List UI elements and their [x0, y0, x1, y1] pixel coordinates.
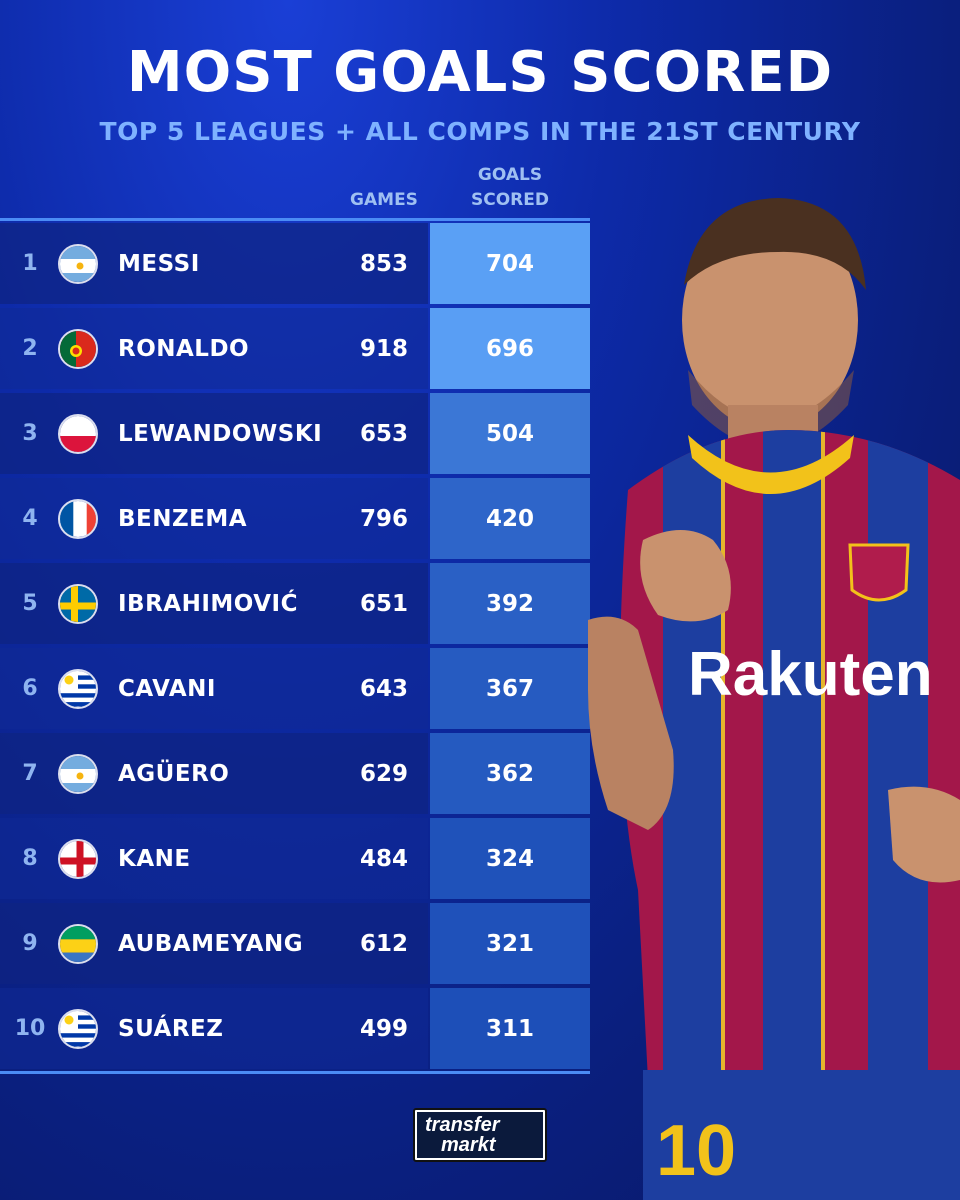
goals-value: 321 [430, 903, 590, 984]
table-row: 4 BENZEMA 796 420 [0, 476, 590, 561]
rank-number: 3 [22, 421, 38, 446]
portugal-flag-icon [58, 328, 98, 369]
games-value: 918 [359, 335, 408, 362]
goals-value: 362 [430, 733, 590, 814]
rank-number: 1 [22, 251, 38, 276]
table-row: 9 AUBAMEYANG 612 321 [0, 901, 590, 986]
logo-line2: markt [441, 1134, 496, 1156]
argentina-flag-icon [58, 243, 98, 284]
column-header-goals-line1: GOALS [477, 165, 543, 185]
player-name: MESSI [118, 250, 200, 277]
page-title: MOST GOALS SCORED [126, 40, 834, 105]
games-value: 653 [359, 420, 408, 447]
uruguay-flag-icon [58, 1008, 98, 1049]
games-value: 651 [359, 590, 408, 617]
games-value: 796 [359, 505, 408, 532]
shirt-number-text: 10 [656, 1111, 736, 1191]
page-subtitle: TOP 5 LEAGUES + ALL COMPS IN THE 21ST CE… [99, 117, 861, 146]
player-name: AUBAMEYANG [118, 930, 304, 957]
games-value: 643 [359, 675, 408, 702]
column-header-goals: GOALS SCORED [430, 163, 590, 213]
player-name: RONALDO [118, 335, 250, 362]
goals-value: 696 [430, 308, 590, 389]
logo-line1: transfer [425, 1114, 500, 1136]
gabon-flag-icon [58, 923, 98, 964]
games-value: 853 [359, 250, 408, 277]
rank-number: 2 [22, 336, 38, 361]
table-row: 8 KANE 484 324 [0, 816, 590, 901]
goals-value: 311 [430, 988, 590, 1069]
header: MOST GOALS SCORED TOP 5 LEAGUES + ALL CO… [0, 40, 960, 146]
table-row: 7 AGÜERO 629 362 [0, 731, 590, 816]
england-flag-icon [58, 838, 98, 879]
player-name: LEWANDOWSKI [118, 420, 323, 447]
rank-number: 9 [22, 931, 38, 956]
table-row: 2 RONALDO 918 696 [0, 306, 590, 391]
france-flag-icon [58, 498, 98, 539]
table-row: 6 CAVANI 643 367 [0, 646, 590, 731]
rank-number: 5 [22, 591, 38, 616]
goals-value: 504 [430, 393, 590, 474]
player-name: KANE [118, 845, 191, 872]
rank-number: 8 [22, 846, 38, 871]
goals-table: 1 MESSI 853 704 2 RONALDO 918 696 3 LEWANDOWSKI 65… [0, 218, 590, 1074]
player-name: IBRAHIMOVIĆ [118, 590, 298, 617]
rank-number: 10 [14, 1016, 46, 1041]
table-row: 1 MESSI 853 704 [0, 221, 590, 306]
table-row: 5 IBRAHIMOVIĆ 651 392 [0, 561, 590, 646]
goals-value: 367 [430, 648, 590, 729]
goals-value: 704 [430, 223, 590, 304]
column-header-goals-line2: SCORED [471, 190, 549, 210]
poland-flag-icon [58, 413, 98, 454]
argentina-flag-icon [58, 753, 98, 794]
player-name: BENZEMA [118, 505, 248, 532]
games-value: 629 [359, 760, 408, 787]
games-value: 499 [359, 1015, 408, 1042]
sponsor-text: Rakuten [688, 640, 933, 709]
games-value: 612 [359, 930, 408, 957]
goals-value: 392 [430, 563, 590, 644]
sweden-flag-icon [58, 583, 98, 624]
table-row: 3 LEWANDOWSKI 653 504 [0, 391, 590, 476]
player-name: SUÁREZ [118, 1015, 224, 1042]
goals-value: 324 [430, 818, 590, 899]
uruguay-flag-icon [58, 668, 98, 709]
rank-number: 7 [22, 761, 38, 786]
table-row: 10 SUÁREZ 499 311 [0, 986, 590, 1071]
games-value: 484 [359, 845, 408, 872]
rank-number: 4 [22, 506, 38, 531]
player-name: AGÜERO [118, 760, 230, 787]
player-photo: Rakuten 10 [588, 198, 960, 1200]
transfermarkt-logo: transfer markt [413, 1108, 547, 1162]
rank-number: 6 [22, 676, 38, 701]
goals-value: 420 [430, 478, 590, 559]
column-header-games: GAMES [350, 190, 418, 210]
player-name: CAVANI [118, 675, 216, 702]
